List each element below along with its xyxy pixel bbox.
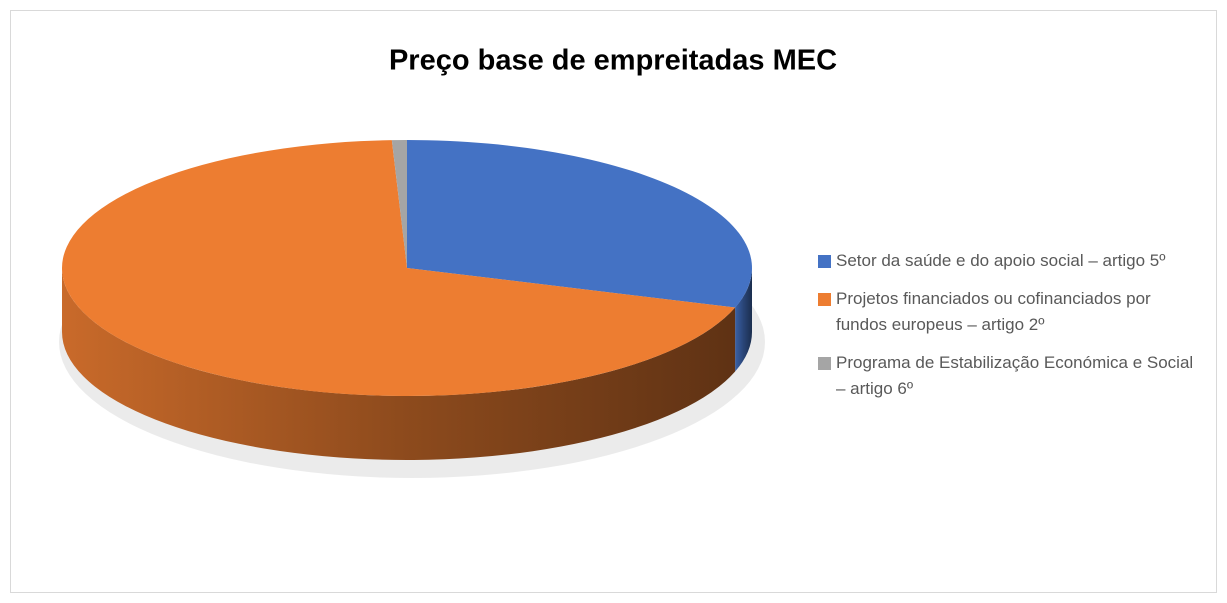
legend-label: Setor da saúde e do apoio social – artig… bbox=[836, 251, 1166, 270]
pie-side bbox=[62, 268, 736, 460]
pie-slice bbox=[61, 140, 736, 396]
legend-swatch bbox=[818, 357, 831, 370]
pie-slice bbox=[391, 140, 407, 268]
legend-swatch bbox=[818, 293, 831, 306]
legend-label: Projetos financiados ou cofinanciados po… bbox=[836, 289, 1151, 334]
legend-swatch bbox=[818, 255, 831, 268]
legend-label: Programa de Estabilização Económica e So… bbox=[836, 353, 1194, 398]
pie-side bbox=[735, 268, 752, 372]
pie-slice bbox=[407, 140, 752, 308]
legend-item: Projetos financiados ou cofinanciados po… bbox=[818, 286, 1198, 338]
legend-item: Setor da saúde e do apoio social – artig… bbox=[818, 248, 1198, 274]
legend: Setor da saúde e do apoio social – artig… bbox=[818, 248, 1198, 414]
chart-title: Preço base de empreitadas MEC bbox=[389, 45, 837, 77]
legend-item: Programa de Estabilização Económica e So… bbox=[818, 350, 1198, 402]
